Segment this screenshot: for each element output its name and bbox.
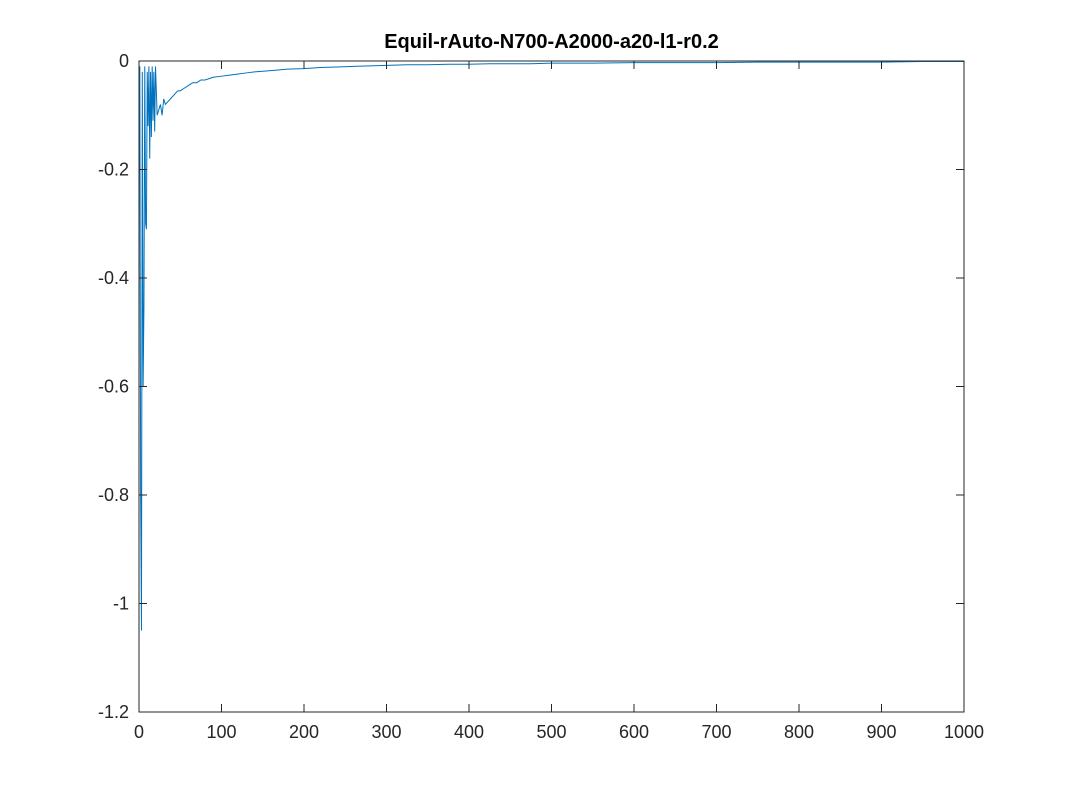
y-tick-label: 0 [119, 51, 129, 71]
x-tick-label: 500 [536, 722, 566, 742]
y-tick-label: -0.6 [98, 377, 129, 397]
x-tick-label: 400 [454, 722, 484, 742]
x-tick-label: 700 [701, 722, 731, 742]
x-tick-label: 300 [371, 722, 401, 742]
x-tick-label: 0 [134, 722, 144, 742]
y-tick-label: -0.2 [98, 160, 129, 180]
x-tick-label: 800 [784, 722, 814, 742]
plot-area [139, 61, 964, 712]
y-tick-label: -0.8 [98, 485, 129, 505]
x-tick-label: 200 [289, 722, 319, 742]
x-tick-label: 600 [619, 722, 649, 742]
y-tick-label: -1 [113, 594, 129, 614]
x-tick-label: 1000 [944, 722, 984, 742]
series-line-0 [139, 61, 964, 631]
chart-title: Equil-rAuto-N700-A2000-a20-l1-r0.2 [384, 31, 719, 53]
x-tick-label: 100 [206, 722, 236, 742]
x-tick-label: 900 [866, 722, 896, 742]
y-tick-label: -0.4 [98, 268, 129, 288]
y-tick-label: -1.2 [98, 702, 129, 722]
